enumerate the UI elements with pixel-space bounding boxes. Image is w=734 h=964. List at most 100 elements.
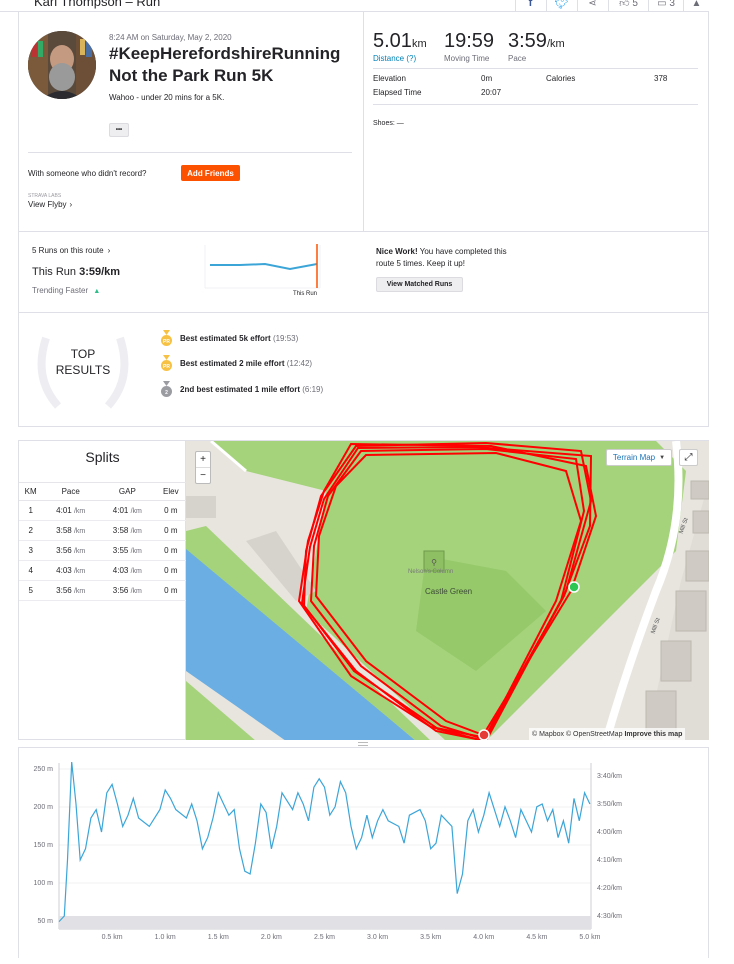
trend-line <box>210 262 318 271</box>
start-marker[interactable] <box>568 581 580 593</box>
terrain-map-dropdown[interactable]: Terrain Map ▼ <box>606 449 672 466</box>
y-tick-label-left: 250 m <box>34 766 54 773</box>
kudos-button[interactable]: 👍︎ 5 <box>608 0 648 12</box>
calories-value: 378 <box>654 74 668 83</box>
zoom-controls: + − <box>195 451 211 484</box>
y-tick-label-right: 3:50/km <box>597 801 622 808</box>
fullscreen-button[interactable]: ⤢ <box>679 449 698 466</box>
split-row[interactable]: 3 3:56 /km 3:55 /km 0 m <box>19 540 186 561</box>
view-matched-runs-button[interactable]: View Matched Runs <box>376 277 463 292</box>
activity-title: #KeepHerefordshireRunning Not the Park R… <box>109 43 340 87</box>
kudos-count: 5 <box>632 0 638 9</box>
y-tick-label-right: 4:10/km <box>597 857 622 864</box>
splits-panel: Splits KM Pace GAP Elev 1 4:01 /km 4:01 /k… <box>18 440 186 740</box>
twitter-share-button[interactable]: 🐦︎ <box>546 0 576 12</box>
y-tick-label-left: 50 m <box>37 918 53 925</box>
y-tick-label-left: 150 m <box>34 842 54 849</box>
x-tick-label: 4.0 km <box>473 934 494 941</box>
mill-street-road <box>602 441 683 740</box>
split-row[interactable]: 4 4:03 /km 4:03 /km 0 m <box>19 560 186 581</box>
medal-icon: PR <box>161 355 172 371</box>
stat-distance: 5.01km Distance (?) <box>373 30 427 63</box>
x-tick-label: 3.5 km <box>420 934 441 941</box>
split-row[interactable]: 2 3:58 /km 3:58 /km 0 m <box>19 520 186 541</box>
improve-map-link[interactable]: Improve this map <box>624 731 683 738</box>
share-icon: ⋖ <box>588 0 597 9</box>
split-km: 3 <box>19 540 43 561</box>
attribution-text[interactable]: © Mapbox © OpenStreetMap <box>532 731 623 738</box>
with-someone-text: With someone who didn't record? <box>28 169 147 178</box>
splits-header-gap: GAP <box>99 482 156 501</box>
split-pace: 3:58 /km <box>42 520 100 541</box>
shoes-label: Shoes: — <box>373 120 404 127</box>
avatar[interactable] <box>28 31 96 99</box>
result-text: Best estimated 5k effort <box>180 334 271 343</box>
split-row[interactable]: 1 4:01 /km 4:01 /km 0 m <box>19 500 186 521</box>
zoom-out-button[interactable]: − <box>200 470 206 481</box>
more-actions-button[interactable]: ••• <box>109 123 129 137</box>
badge-line2: RESULTS <box>55 363 111 377</box>
divider <box>363 12 364 231</box>
x-tick-label: 5.0 km <box>579 934 600 941</box>
y-tick-label-right: 4:30/km <box>597 913 622 920</box>
top-results-badge: TOP RESULTS <box>50 346 116 378</box>
splits-header-elev: Elev <box>155 482 186 501</box>
elevation-label: Elevation <box>373 74 406 83</box>
split-gap: 4:03 /km <box>99 560 156 581</box>
x-tick-label: 2.0 km <box>261 934 282 941</box>
y-tick-label-right: 3:40/km <box>597 773 622 780</box>
pace-unit: /km <box>546 38 565 50</box>
nice-work-text: You have completed this route 5 times. K… <box>376 247 507 268</box>
x-tick-label: 1.0 km <box>155 934 176 941</box>
medal-icon: 2 <box>161 381 172 397</box>
elevation-pace-chart[interactable]: 250 m 200 m 150 m 100 m 50 m 3:40/km 3:50/km 4:… <box>19 748 708 959</box>
map-canvas[interactable]: ⚲ <box>186 441 709 740</box>
pace-label: Pace <box>508 54 527 63</box>
poi-label: Nelson's Column <box>408 569 454 575</box>
y-tick-label-left: 100 m <box>34 880 54 887</box>
resize-handle[interactable] <box>358 742 368 746</box>
split-row[interactable]: 5 3:56 /km 3:56 /km 0 m <box>19 580 186 601</box>
stat-moving-time: 19:59 Moving Time <box>444 30 494 63</box>
activity-datetime: 8:24 AM on Saturday, May 2, 2020 <box>109 33 232 42</box>
elevation-area <box>59 916 591 929</box>
y-tick-label-left: 200 m <box>34 804 54 811</box>
svg-text:PR: PR <box>163 364 170 370</box>
route-map[interactable]: ⚲ Nelson's Column Castle Green Mill St M… <box>186 440 709 740</box>
distance-help-link[interactable]: Distance (?) <box>373 54 417 63</box>
split-km: 4 <box>19 560 43 581</box>
top-result-item[interactable]: PR Best estimated 2 mile effort (12:42) <box>160 355 312 372</box>
splits-body: 1 4:01 /km 4:01 /km 0 m 2 3:58 /km 3:58 /km 0 m… <box>19 500 186 601</box>
x-tick-label: 3.0 km <box>367 934 388 941</box>
activity-title-line1: #KeepHerefordshireRunning <box>109 44 341 63</box>
split-km: 1 <box>19 500 43 521</box>
badge-line1: TOP <box>70 347 96 361</box>
comments-button[interactable]: ▭ 3 <box>648 0 683 12</box>
share-button[interactable]: ⋖ <box>577 0 607 12</box>
medal-icon: PR <box>161 330 172 346</box>
view-flyby-link[interactable]: View Flyby › <box>28 200 72 209</box>
split-gap: 3:56 /km <box>99 580 156 601</box>
top-result-item[interactable]: PR Best estimated 5k effort (19:53) <box>160 330 298 347</box>
add-friends-button[interactable]: Add Friends <box>181 165 240 181</box>
split-elev: 0 m <box>155 580 186 601</box>
finish-marker[interactable] <box>478 729 490 740</box>
stat-pace: 3:59/km Pace <box>508 30 565 63</box>
collapse-button[interactable]: ▲ <box>683 0 709 12</box>
facebook-share-button[interactable]: f <box>515 0 545 12</box>
runs-on-route-link[interactable]: 5 Runs on this route › <box>32 246 110 255</box>
splits-header-km: KM <box>19 482 43 501</box>
splits-title: Splits <box>85 449 120 465</box>
split-elev: 0 m <box>155 540 186 561</box>
athlete-title[interactable]: Karl Thompson – Run <box>34 0 161 9</box>
split-pace: 3:56 /km <box>42 540 100 561</box>
activity-title-line2: Not the Park Run 5K <box>109 66 274 85</box>
split-elev: 0 m <box>155 520 186 541</box>
calories-label: Calories <box>546 74 576 83</box>
zoom-in-button[interactable]: + <box>196 452 210 468</box>
strava-labs-label: STRAVA LABS <box>28 193 62 199</box>
top-result-item[interactable]: 2 2nd best estimated 1 mile effort (6:19) <box>160 381 323 398</box>
result-time: (6:19) <box>302 385 324 394</box>
split-gap: 3:55 /km <box>99 540 156 561</box>
divider <box>373 104 698 105</box>
